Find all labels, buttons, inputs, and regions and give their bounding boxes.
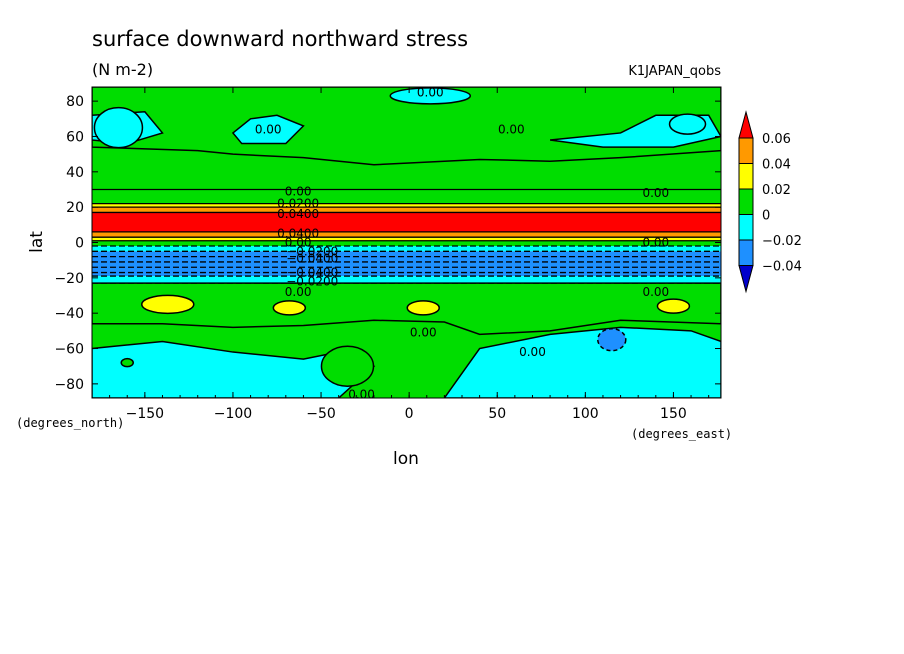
cyan-zone-1 [231, 114, 305, 145]
band-1 [92, 189, 721, 204]
band-10 [92, 276, 721, 284]
colorbar-label-2: 0.02 [762, 183, 791, 198]
colorbar-label-5: −0.04 [762, 260, 802, 275]
map-features [93, 87, 707, 387]
plot-area: 0.000.00 0.000.000.000.02000.04000.04000.… [92, 85, 721, 401]
green-patch-9 [120, 357, 134, 368]
contour-label-7: 0.0400 [277, 227, 319, 241]
x-tick-label--50: −50 [306, 406, 336, 422]
green-zone-1 [92, 282, 721, 336]
y-tick-label-40: 40 [66, 165, 84, 181]
y-axis: −80 −60 −40 −20 0 20 40 60 80 [54, 94, 721, 393]
band-6 [92, 237, 721, 241]
contour-label-2: 0.00 [498, 122, 525, 136]
colorbar-swatch-6 [738, 265, 754, 294]
x-tick-label-150: 150 [660, 406, 687, 422]
x-tick-label-50: 50 [488, 406, 506, 422]
yellow-patch-0 [141, 294, 195, 315]
cyan-zone-4 [443, 326, 721, 398]
colorbar-swatch-2 [738, 163, 754, 190]
yellow-patch-2 [406, 300, 440, 316]
band-5 [92, 231, 721, 238]
band-8 [92, 246, 721, 252]
contour-label-6: 0.0400 [277, 207, 319, 221]
contour-label-3: 0.00 [642, 186, 669, 200]
contour-label-18: 0.00 [348, 387, 375, 401]
contour-label-4: 0.00 [285, 184, 312, 198]
y-tick-label--20: −20 [54, 271, 84, 287]
yellow-patch-1 [272, 300, 307, 316]
colorbar-label-0: 0.06 [762, 132, 791, 147]
colorbar-label-1: 0.04 [762, 158, 791, 173]
x-axis: −150 −100 −50 0 50 100 150 [109, 87, 710, 422]
colorbar-swatch-0 [738, 110, 754, 139]
band-2 [92, 203, 721, 208]
green-zone-0 [92, 87, 721, 166]
y-tick-label--60: −60 [54, 342, 84, 358]
y-tick-label-80: 80 [66, 94, 84, 110]
cyan-patch-7 [389, 87, 472, 105]
dataset-label: K1JAPAN_qobs [628, 64, 721, 79]
contour-label-10: −0.0200 [286, 244, 338, 258]
colorbar-label-4: −0.02 [762, 234, 802, 249]
colorbar: 0.06 0.04 0.02 0 −0.02 −0.04 [738, 110, 802, 294]
contour-label-13: −0.0200 [286, 274, 338, 288]
x-tick-label--150: −150 [126, 406, 164, 422]
band-3 [92, 207, 721, 213]
colorbar-label-3: 0 [762, 209, 770, 224]
y-axis-units: (degrees_north) [16, 416, 124, 430]
contour-label-0: 0.00 [417, 85, 444, 99]
contour-label-12: −0.0400 [286, 266, 338, 280]
x-axis-units: (degrees_east) [631, 427, 732, 441]
contour-label-1: 0.00 [255, 122, 282, 136]
contour-labels: 0.000.00 0.000.000.000.02000.04000.04000.… [255, 85, 669, 401]
colorbar-swatch-5 [738, 239, 754, 266]
x-tick-label-0: 0 [405, 406, 414, 422]
green-patch-8 [320, 345, 375, 387]
contour-lines [92, 188, 721, 284]
yellow-patch-3 [656, 298, 691, 314]
colorbar-swatch-1 [738, 137, 754, 164]
chart-units: (N m-2) [92, 60, 153, 79]
band-4 [92, 212, 721, 232]
contour-label-16: 0.00 [410, 326, 437, 340]
band-7 [92, 240, 721, 247]
cyan-patch-5 [93, 106, 144, 149]
contour-label-14: 0.00 [285, 285, 312, 299]
y-tick-label--40: −40 [54, 306, 84, 322]
latitude-bands [92, 87, 721, 398]
contour-label-9: 0.00 [642, 236, 669, 250]
contour-label-11: −0.0400 [286, 251, 338, 265]
y-tick-label-0: 0 [75, 236, 84, 252]
y-tick-label-20: 20 [66, 200, 84, 216]
contour-label-8: 0.00 [285, 236, 312, 250]
chart-title: surface downward northward stress [92, 27, 468, 51]
colorbar-swatch-3 [738, 188, 754, 215]
contour-label-17: 0.00 [519, 345, 546, 359]
cyan-patch-6 [668, 113, 707, 135]
x-tick-label-100: 100 [572, 406, 599, 422]
y-tick-label-60: 60 [66, 129, 84, 145]
x-tick-label--100: −100 [214, 406, 252, 422]
contour-label-5: 0.0200 [277, 197, 319, 211]
colorbar-swatch-4 [738, 214, 754, 241]
x-axis-label: lon [393, 449, 419, 469]
contour-label-15: 0.00 [642, 285, 669, 299]
y-tick-label--80: −80 [54, 377, 84, 393]
y-axis-label: lat [27, 231, 47, 253]
blue-patch-4 [597, 327, 627, 352]
